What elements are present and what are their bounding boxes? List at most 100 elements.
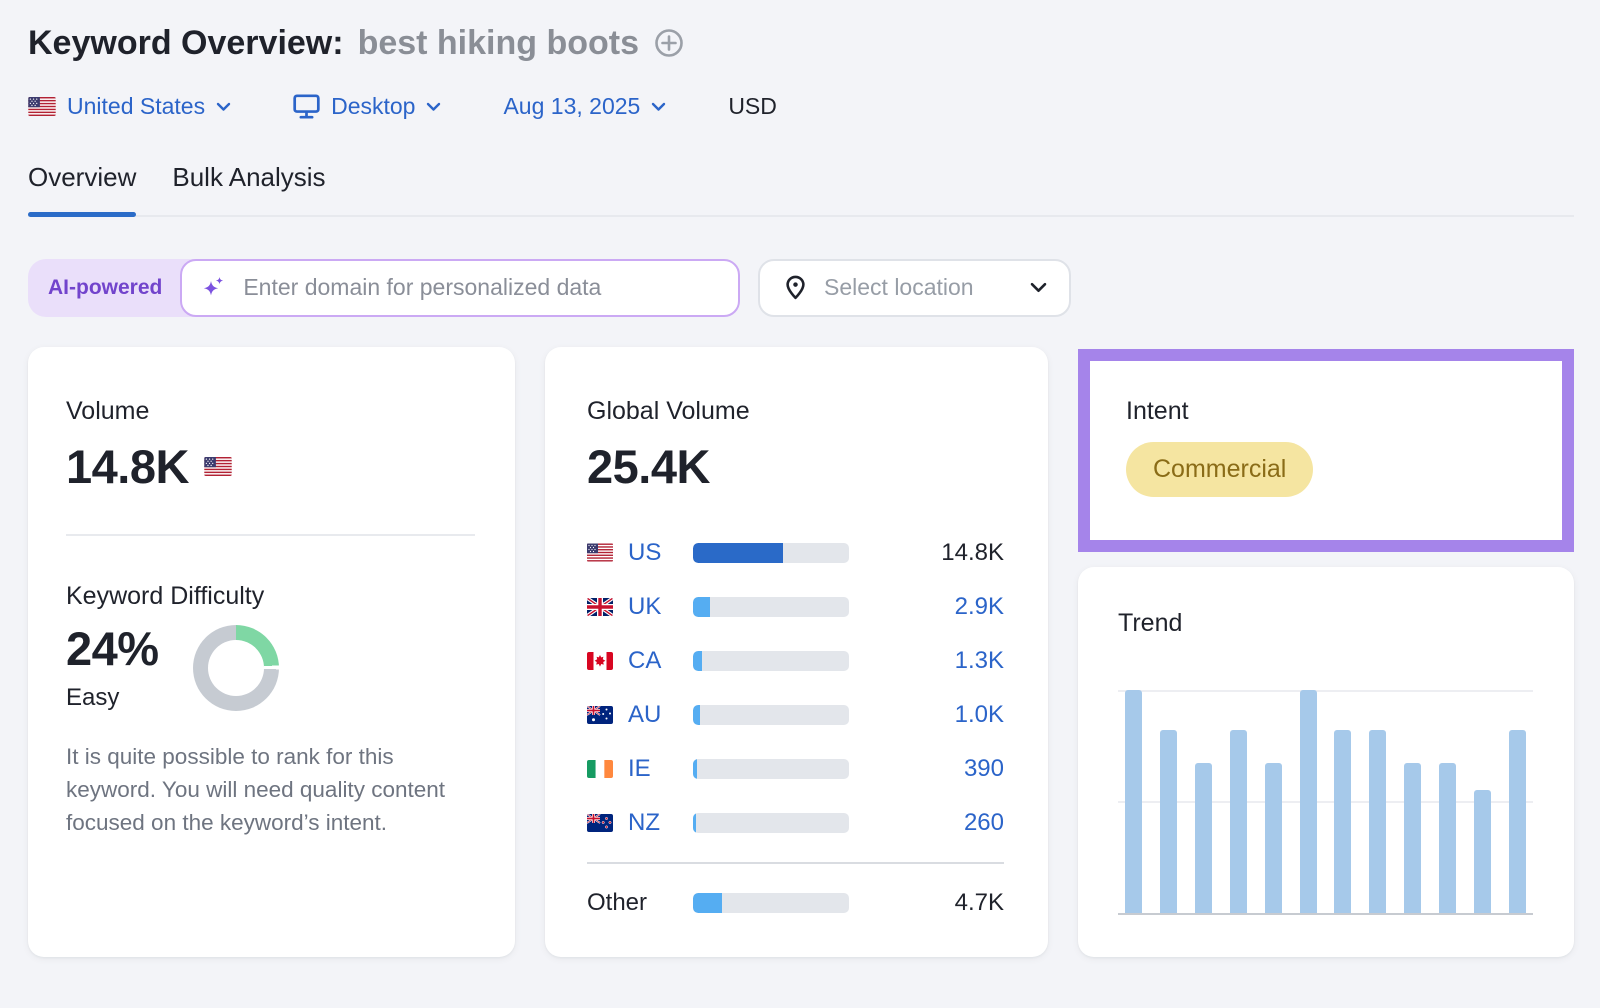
location-pin-icon: [782, 274, 809, 301]
country-code-link[interactable]: US: [628, 538, 662, 566]
uk-flag-icon: [587, 597, 613, 616]
trend-bar: [1404, 763, 1422, 913]
trend-bar: [1334, 729, 1352, 913]
keyword-difficulty-donut-chart: [192, 624, 279, 711]
gridline-50: [1118, 801, 1533, 803]
country-volume-value: 14.8K: [941, 538, 1004, 566]
device-filter-label: Desktop: [331, 92, 416, 119]
keyword-overview-page: Keyword Overview: best hiking boots Unit…: [28, 24, 1574, 957]
country-volume-value[interactable]: 2.9K: [954, 592, 1004, 620]
ai-powered-badge: AI-powered: [48, 275, 163, 299]
keyword-text: best hiking boots: [357, 24, 640, 62]
tab-bulk-analysis[interactable]: Bulk Analysis: [172, 161, 326, 192]
country-volume-value[interactable]: 1.0K: [954, 700, 1004, 728]
country-volume-bar: [693, 542, 849, 563]
other-volume-value: 4.7K: [954, 888, 1004, 916]
country-code-link[interactable]: NZ: [628, 808, 660, 836]
country-volume-row: IE 390: [587, 742, 1004, 796]
trend-bars: [1118, 689, 1533, 913]
ie-flag-icon: [587, 759, 613, 778]
keyword-difficulty-value: 24%: [66, 621, 159, 675]
keyword-difficulty-row: 24% Easy: [66, 621, 475, 712]
trend-bar: [1439, 763, 1457, 913]
country-code-link[interactable]: UK: [628, 592, 662, 620]
gridline-100: [1118, 689, 1533, 692]
add-keyword-icon[interactable]: [653, 27, 685, 59]
intent-card: Intent Commercial: [1090, 360, 1562, 540]
country-volume-row: NZ 260: [587, 796, 1004, 850]
trend-bar: [1194, 763, 1212, 913]
country-volume-bar: [693, 812, 849, 833]
country-volume-row: US 14.8K: [587, 526, 1004, 580]
trend-bar: [1299, 689, 1317, 913]
global-volume-label: Global Volume: [587, 396, 750, 425]
keyword-difficulty-description: It is quite possible to rank for this ke…: [66, 743, 445, 835]
country-code-link[interactable]: AU: [628, 700, 662, 728]
country-volume-bar: [693, 596, 849, 617]
us-flag-icon: [587, 543, 613, 562]
tab-overview[interactable]: Overview: [28, 162, 137, 217]
ai-bar: AI-powered Select location: [28, 258, 1574, 317]
select-location-label: Select location: [824, 274, 974, 300]
other-volume-row: Other 4.7K: [587, 876, 1004, 930]
sparkle-icon: [200, 274, 228, 302]
intent-highlight-annotation: Intent Commercial: [1078, 348, 1574, 552]
date-filter-label: Aug 13, 2025: [503, 92, 641, 119]
country-filter-dropdown[interactable]: United States: [28, 93, 231, 120]
au-flag-icon: [587, 705, 613, 724]
trend-bar: [1159, 729, 1177, 913]
intent-badge: Commercial: [1126, 441, 1314, 497]
trend-bar-chart: [1118, 689, 1533, 915]
country-volume-row: AU 1.0K: [587, 688, 1004, 742]
filter-bar: United States Desktop Aug 13, 2025 USD: [28, 93, 1574, 120]
metrics-cards: Volume 14.8K Keyword Difficulty 24% Easy…: [28, 346, 1574, 957]
chevron-down-icon: [651, 102, 666, 112]
chevron-down-icon: [216, 102, 231, 112]
currency-label: USD: [728, 92, 777, 119]
ai-powered-pill: AI-powered: [28, 258, 740, 317]
trend-card: Trend: [1078, 566, 1574, 957]
domain-input[interactable]: [241, 273, 720, 302]
country-volume-row: UK 2.9K: [587, 580, 1004, 634]
volume-card: Volume 14.8K Keyword Difficulty 24% Easy…: [28, 346, 515, 957]
country-code-link[interactable]: CA: [628, 646, 662, 674]
device-filter-dropdown[interactable]: Desktop: [293, 93, 441, 120]
trend-bar: [1125, 689, 1142, 913]
country-volume-row: CA 1.3K: [587, 634, 1004, 688]
nz-flag-icon: [587, 813, 613, 832]
keyword-difficulty-label: Keyword Difficulty: [66, 581, 265, 610]
ca-flag-icon: [587, 651, 613, 670]
global-volume-value: 25.4K: [587, 439, 710, 493]
tab-bar: Overview Bulk Analysis: [28, 162, 1574, 217]
keyword-difficulty-level: Easy: [66, 683, 120, 711]
right-column: Intent Commercial Trend: [1078, 347, 1574, 957]
country-volume-bar: [693, 704, 849, 725]
volume-value: 14.8K: [66, 439, 189, 493]
country-code-link[interactable]: IE: [628, 754, 651, 782]
trend-bar: [1474, 789, 1492, 913]
country-volume-value[interactable]: 390: [963, 754, 1004, 782]
chevron-down-icon: [1030, 282, 1047, 293]
page-title-text: Keyword Overview:: [28, 24, 344, 62]
other-volume-bar-fill: [693, 892, 722, 913]
date-filter-dropdown[interactable]: Aug 13, 2025: [503, 93, 666, 120]
us-flag-icon: [204, 456, 232, 476]
us-flag-icon: [28, 96, 56, 116]
country-volume-value[interactable]: 260: [963, 808, 1004, 836]
trend-bar: [1508, 729, 1526, 913]
other-label: Other: [587, 888, 648, 916]
global-volume-divider: [587, 861, 1004, 864]
select-location-button[interactable]: Select location: [758, 258, 1071, 317]
other-volume-bar: [693, 892, 849, 913]
trend-bar: [1264, 763, 1282, 913]
global-volume-card: Global Volume 25.4K US 14.8K UK 2.9K CA 1.3K A…: [545, 346, 1048, 957]
trend-bar: [1369, 729, 1387, 913]
chevron-down-icon: [426, 102, 441, 112]
intent-label: Intent: [1126, 396, 1189, 425]
desktop-icon: [293, 93, 320, 119]
domain-input-box[interactable]: [180, 258, 740, 317]
volume-value-row: 14.8K: [66, 439, 475, 494]
trend-bar: [1229, 729, 1247, 913]
country-volume-bar: [693, 650, 849, 671]
country-volume-value[interactable]: 1.3K: [954, 646, 1004, 674]
